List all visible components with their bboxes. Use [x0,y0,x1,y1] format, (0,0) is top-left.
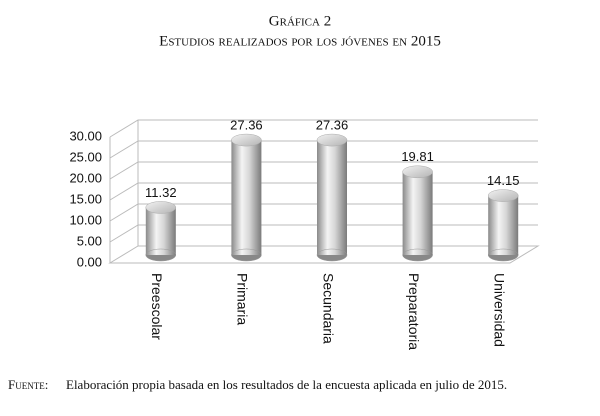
bar-cap [402,165,433,179]
grid-line [109,161,538,180]
bar [145,207,176,255]
grid-line [108,245,540,264]
source-text: Elaboración propia basada en los resulta… [66,377,507,392]
y-tick-label: 10.00 [69,212,102,227]
bar-cap [316,133,348,147]
grid-line [109,119,538,138]
y-tick-label: 30.00 [69,128,102,143]
bar-cap [145,201,177,214]
bar-base-front [316,248,348,262]
bar-base-front [402,248,433,262]
x-tick-label: Preparatoria [406,273,422,350]
value-label: 19.81 [401,149,434,164]
value-label: 11.32 [145,185,177,200]
bar [402,171,433,255]
value-label: 27.36 [230,118,263,133]
x-tick-label: Primaria [235,273,251,325]
bar [317,140,347,255]
source-label: Fuente: [8,377,48,392]
x-tick-label: Universidad [491,273,507,347]
bar-base-front [487,248,519,262]
value-label: 27.36 [316,118,349,133]
y-tick-label: 5.00 [77,233,102,248]
bar-cap [231,133,262,147]
x-tick-label: Secundaria [320,273,336,344]
x-tick-label: Preescolar [149,273,165,340]
chart-subtitle: Estudios realizados por los jóvenes en 2… [159,33,441,49]
y-tick-label: 25.00 [69,149,102,164]
bar-base-front [231,248,262,262]
y-tick-label: 15.00 [69,191,102,206]
chart-title: Gráfica 2 [269,13,331,29]
y-tick-label: 20.00 [69,170,102,185]
bar [488,195,519,255]
value-label: 14.15 [487,173,520,188]
bar [231,140,262,255]
bar-base-front [145,248,177,262]
grid-line [109,140,538,159]
y-tick-label: 0.00 [77,254,102,269]
bar-cap [487,189,519,202]
